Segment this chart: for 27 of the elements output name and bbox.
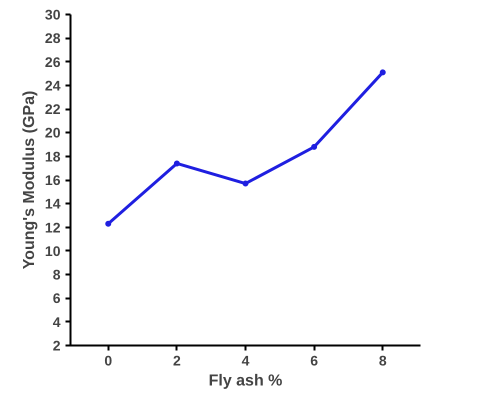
point	[242, 180, 248, 187]
x-tick-label: 6	[310, 352, 318, 368]
y-tick-label: 8	[52, 266, 61, 283]
y-tick-label: 26	[44, 54, 61, 70]
y-tick-label: 16	[44, 172, 61, 188]
y-tick-label: 24	[44, 77, 61, 94]
x-tick-label: 8	[378, 352, 387, 368]
x-tick-label: 0	[104, 352, 112, 368]
y-tick-label: 14	[44, 196, 61, 212]
y-tick-label: 30	[44, 6, 61, 22]
y-tick-label: 10	[44, 242, 61, 259]
y-tick-label: 12	[44, 219, 61, 236]
y-axis-title: Young's Modulus (GPa)	[20, 90, 38, 270]
y-tick-label: 28	[44, 30, 61, 46]
point	[174, 160, 180, 166]
point	[380, 69, 386, 76]
point	[311, 144, 318, 150]
x-axis-title: Fly ash %	[208, 372, 282, 390]
y-tick-label: 4	[52, 314, 61, 330]
x-tick-label: 2	[172, 352, 181, 368]
y-tick-label: 22	[44, 101, 61, 118]
y-tick-label: 18	[44, 148, 61, 164]
y-tick-label: 2	[52, 338, 61, 354]
y-tick-label: 20	[44, 124, 61, 141]
x-tick-label: 4	[242, 352, 250, 368]
y-tick-label: 6	[52, 290, 61, 306]
point	[105, 220, 112, 227]
